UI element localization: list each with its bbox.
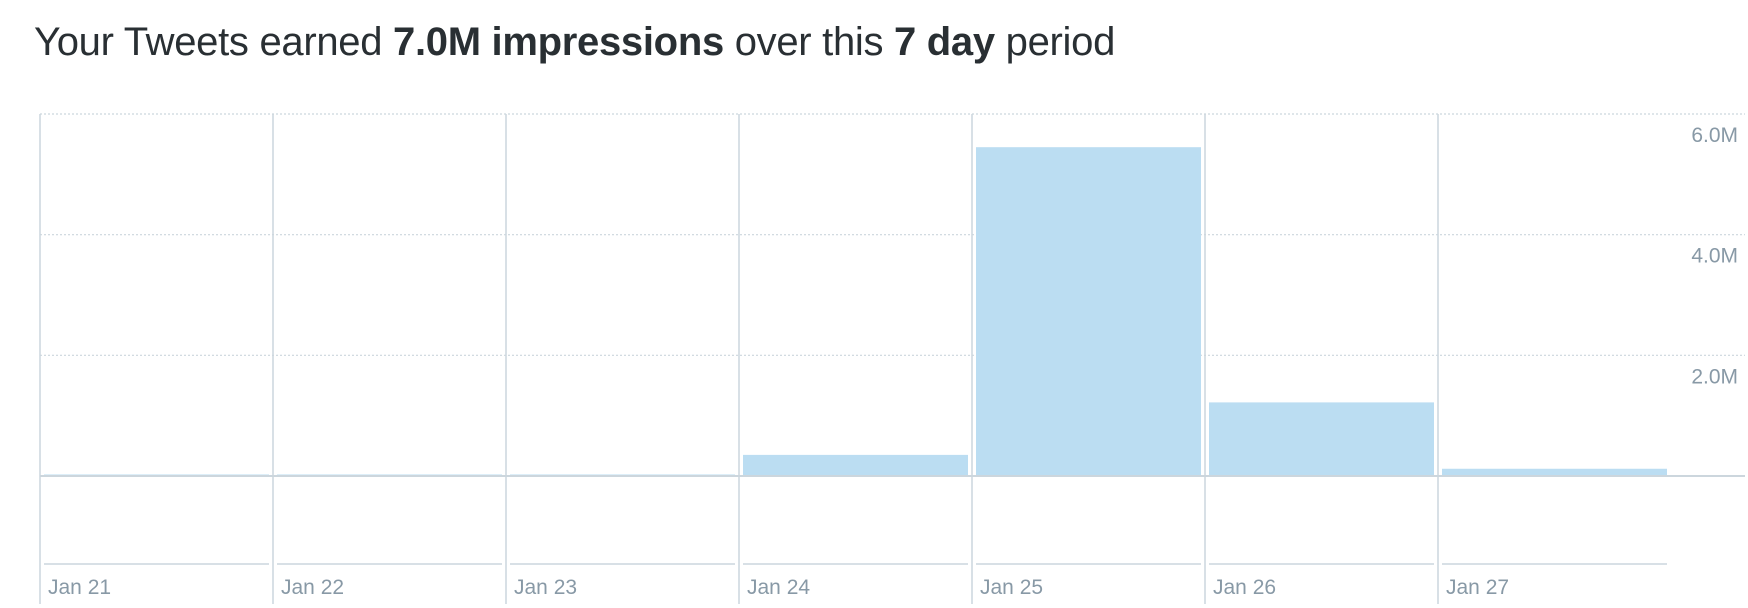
x-tick-label: Jan 26 — [1213, 576, 1276, 599]
x-tick-label: Jan 27 — [1446, 576, 1509, 599]
y-tick-label: 2.0M — [1691, 365, 1738, 388]
headline-prefix: Your Tweets earned — [34, 20, 394, 64]
bars — [44, 147, 1667, 476]
headline-period: 7 day — [894, 20, 995, 64]
headline-impressions: 7.0M impressions — [393, 20, 724, 64]
y-tick-label: 6.0M — [1691, 124, 1738, 147]
grid-lines — [40, 113, 1745, 356]
y-tick-label: 4.0M — [1691, 245, 1738, 268]
x-tick-label: Jan 21 — [48, 576, 111, 599]
x-tick-label: Jan 22 — [281, 576, 344, 599]
axes — [39, 114, 1745, 604]
headline-suffix: period — [994, 20, 1116, 64]
bar — [1442, 468, 1667, 476]
x-tick-label: Jan 23 — [514, 576, 577, 599]
x-tick-label: Jan 25 — [980, 576, 1043, 599]
headline-middle: over this — [723, 20, 895, 64]
labels: 2.0M 4.0M 6.0M Jan 21 Jan 22 Jan 23 Jan 24 Jan … — [48, 124, 1738, 599]
impressions-headline: Your Tweets earned 7.0M impressions over… — [34, 20, 1115, 65]
bar — [976, 147, 1201, 476]
bar — [743, 454, 968, 476]
bar — [1209, 402, 1434, 476]
x-tick-label: Jan 24 — [747, 576, 810, 599]
